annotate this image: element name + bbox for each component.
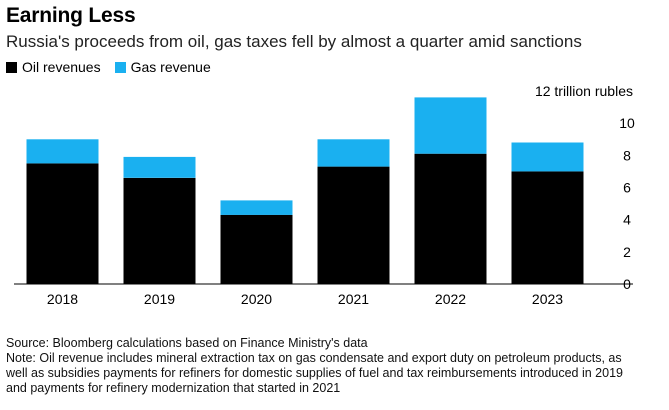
x-tick-label: 2020 [241,291,272,307]
legend-label-oil: Oil revenues [22,59,101,75]
bar-gas-2023 [511,142,584,172]
legend: Oil revenues Gas revenue [6,59,225,75]
x-tick-label: 2023 [532,291,563,307]
y-unit-label: 12 trillion rubles [535,83,633,99]
bar-gas-2021 [317,139,390,167]
bar-gas-2020 [220,200,293,215]
x-tick-label: 2022 [435,291,466,307]
x-tick-label: 2018 [47,291,78,307]
y-tick-label: 4 [623,212,631,228]
methodology-note: Note: Oil revenue includes mineral extra… [6,351,623,395]
y-tick-label: 0 [623,276,631,292]
source-note: Source: Bloomberg calculations based on … [6,336,368,350]
bar-gas-2019 [123,156,196,178]
legend-item-gas: Gas revenue [114,59,211,75]
bar-oil-2022 [414,153,487,284]
legend-item-oil: Oil revenues [6,59,101,75]
x-tick-label: 2021 [338,291,369,307]
bar-oil-2018 [26,163,99,284]
legend-label-gas: Gas revenue [130,59,211,75]
y-tick-label: 6 [623,180,631,196]
bar-oil-2020 [220,214,293,284]
bar-gas-2022 [414,97,487,154]
y-tick-label: 10 [619,115,635,131]
bar-gas-2018 [26,139,99,164]
y-tick-label: 8 [623,147,631,163]
legend-swatch-oil [6,61,17,73]
legend-swatch-gas [114,61,126,73]
x-tick-label: 2019 [144,291,175,307]
chart-subtitle: Russia's proceeds from oil, gas taxes fe… [6,32,582,51]
y-tick-label: 2 [623,244,631,260]
stacked-bar-chart: 2018 2019 2020 2021 2022 2023 0 2 4 6 8 10 12 trilli… [14,83,635,307]
bar-oil-2021 [317,166,390,284]
chart-title: Earning Less [6,4,136,27]
bar-oil-2019 [123,177,196,284]
footer: Source: Bloomberg calculations based on … [6,336,646,396]
bar-oil-2023 [511,171,584,284]
